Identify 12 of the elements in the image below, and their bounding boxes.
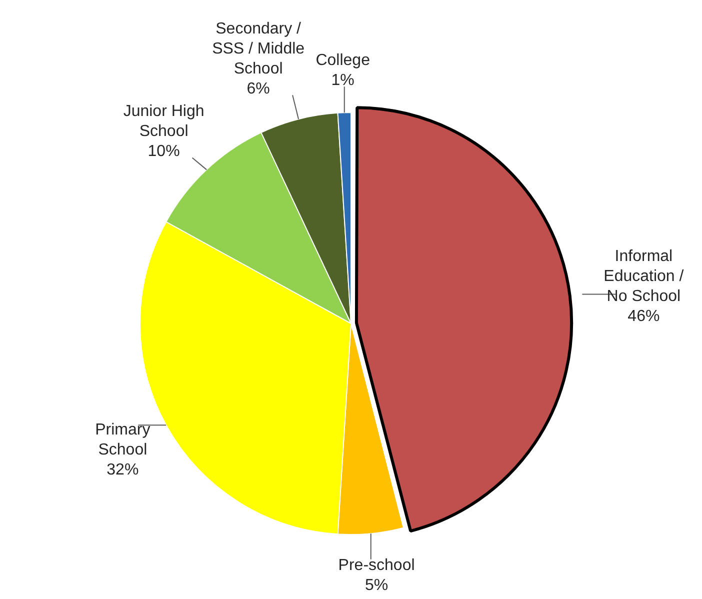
data-label: 5% [364, 576, 388, 594]
slice-label: Secondary / SSS / Middle School [212, 20, 305, 78]
slice-label: College [316, 52, 370, 70]
data-label: 1% [331, 72, 354, 90]
data-label: 6% [246, 80, 270, 98]
data-label: 10% [148, 143, 180, 160]
slice-label: Primary School [95, 422, 150, 459]
slice-label: Informal Education / No School [604, 248, 684, 305]
slice-label: Junior High School [123, 103, 204, 140]
slice-label: Pre-school [338, 556, 415, 574]
data-label: 46% [628, 308, 660, 325]
data-label: 32% [106, 462, 139, 479]
